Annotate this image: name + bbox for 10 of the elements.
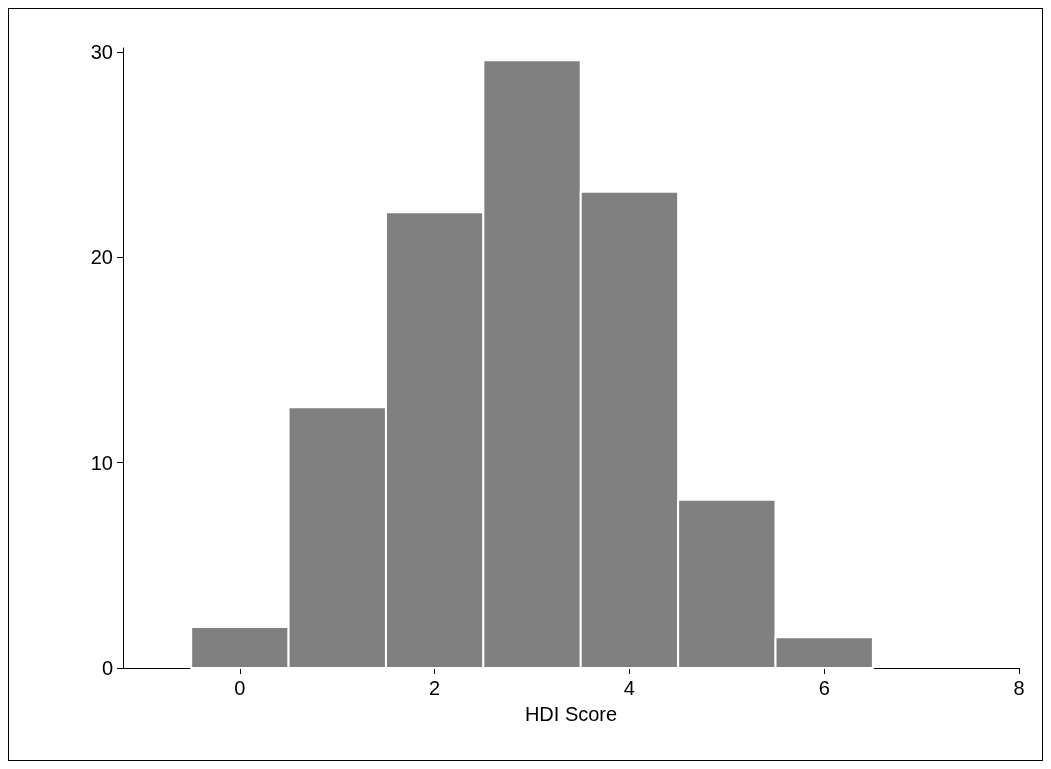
x-tick-label: 0 <box>234 677 246 699</box>
y-tick-label: 20 <box>90 246 113 269</box>
x-axis-title: HDI Score <box>524 703 618 725</box>
x-tick-label: 8 <box>1013 677 1025 699</box>
y-tick-label: 30 <box>90 41 113 64</box>
y-tick-label: 0 <box>101 657 113 679</box>
x-tick-label: 6 <box>818 677 830 699</box>
y-tick-label: 10 <box>90 451 113 474</box>
x-tick-label: 4 <box>623 677 635 699</box>
x-tick-label: 2 <box>429 677 441 699</box>
